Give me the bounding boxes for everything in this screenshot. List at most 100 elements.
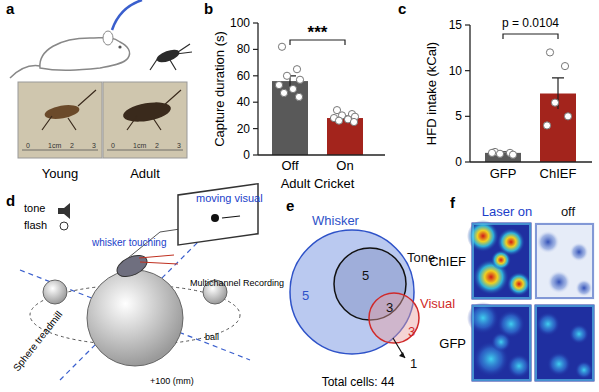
ruler-label: 3	[92, 142, 96, 149]
y-tick	[253, 49, 258, 50]
ruler-label: 0	[111, 142, 115, 149]
arrow	[393, 338, 405, 358]
heatmap-edge	[473, 306, 530, 380]
y-tick	[465, 70, 470, 71]
y-tick	[465, 24, 470, 25]
y-axis	[257, 23, 258, 155]
figure: a01cm23Young01cm23AdultbOffOn02040608010…	[0, 0, 599, 392]
cricket-legs	[42, 90, 96, 130]
data-point	[293, 66, 300, 73]
panel-a: a01cm23Young01cm23Adult	[6, 0, 192, 181]
x-axis-label: Adult Cricket	[281, 176, 355, 191]
heatmap-spot	[547, 270, 571, 294]
heatmap-spot	[536, 312, 560, 336]
data-point	[296, 76, 303, 83]
data-point	[496, 150, 503, 157]
category-label: Off	[281, 158, 298, 173]
y-tick-label: 20	[237, 122, 251, 136]
heatmap-spot	[507, 354, 531, 378]
data-point	[295, 93, 302, 100]
significance-bracket	[503, 34, 558, 39]
y-tick-label: 0	[243, 148, 250, 162]
data-point	[546, 49, 553, 56]
panel-label: e	[286, 197, 294, 214]
x-axis	[258, 154, 385, 155]
row-label: ChIEF	[429, 254, 466, 269]
heatmap-box	[534, 222, 595, 300]
data-point	[564, 113, 571, 120]
speaker-icon	[58, 203, 70, 219]
diagram-label: Sphere treadmill	[11, 309, 64, 373]
bar-chart: bOffOn020406080100Capture duration (s)Ad…	[204, 0, 385, 191]
ruler-label: 2	[70, 142, 74, 149]
mouse	[114, 251, 151, 281]
plot-area	[485, 49, 576, 162]
data-point	[551, 99, 558, 106]
sphere	[87, 270, 183, 366]
y-tick-label: 5	[455, 109, 462, 123]
cricket-photo	[122, 99, 173, 125]
panel-label: c	[398, 0, 406, 17]
y-tick	[253, 22, 258, 23]
venn-total: Total cells: 44	[322, 375, 395, 389]
panel-e: eWhiskerToneVisual55331Total cells: 44	[286, 197, 455, 389]
panel-f: fLaser onoffChIEFGFP	[429, 194, 595, 382]
data-point	[488, 149, 495, 156]
mouse-body	[40, 38, 130, 71]
photo	[18, 82, 102, 158]
cricket-legs	[150, 44, 192, 70]
heatmap-edge	[536, 306, 593, 380]
cricket-photo	[44, 103, 81, 122]
whisker-bar	[139, 255, 178, 264]
y-tick	[253, 128, 258, 129]
venn-count: 5	[302, 288, 309, 303]
annotation: p = 0.0104	[502, 16, 559, 30]
data-point	[283, 72, 290, 79]
diagram-label: whisker touching	[91, 237, 166, 248]
data-point	[543, 122, 550, 129]
heatmap-spot	[547, 352, 571, 376]
venn-visual	[369, 293, 419, 343]
panel-label: b	[204, 0, 213, 17]
venn-count: 5	[362, 268, 369, 283]
data-point	[350, 118, 357, 125]
heatmap-spot	[575, 279, 593, 297]
venn-count: 3	[386, 300, 393, 315]
panel-label: f	[450, 194, 456, 211]
data-point	[280, 89, 287, 96]
heatmap-edge	[536, 224, 593, 298]
y-tick	[465, 161, 470, 162]
mouse-tail	[10, 66, 40, 78]
ruler-label: 3	[177, 142, 181, 149]
venn-count: 3	[408, 324, 415, 339]
row-label: GFP	[439, 336, 466, 351]
category-label: ChIEF	[540, 166, 577, 181]
heatmap-spot	[569, 324, 589, 344]
data-point	[509, 151, 516, 158]
heatmap-spot	[491, 250, 511, 270]
photo-label: Young	[42, 166, 78, 181]
y-tick-label: 100	[230, 16, 250, 30]
column-label: off	[561, 204, 576, 219]
visual-dot	[211, 214, 219, 222]
category-label: On	[336, 158, 353, 173]
bar	[327, 118, 363, 155]
bar	[540, 94, 576, 163]
venn-set-label: Visual	[420, 296, 455, 311]
cricket	[155, 47, 181, 65]
ruler-label: 0	[26, 142, 30, 149]
plot-area	[272, 43, 363, 155]
bulb-icon	[60, 222, 68, 230]
heatmap-spot	[507, 272, 531, 296]
optic-fiber	[112, 0, 142, 30]
bar-chart: cGFPChIEF051015HFD intake (kCal)p = 0.01…	[398, 0, 592, 181]
photo-label: Adult	[130, 166, 160, 181]
ruler	[22, 150, 98, 151]
mouse-ear	[103, 31, 113, 45]
y-tick	[465, 116, 470, 117]
x-axis	[470, 161, 592, 162]
heatmap-spot	[569, 242, 589, 262]
venn-count: 1	[410, 356, 417, 371]
y-tick-label: 10	[449, 64, 463, 78]
y-tick-label: 15	[449, 18, 463, 32]
